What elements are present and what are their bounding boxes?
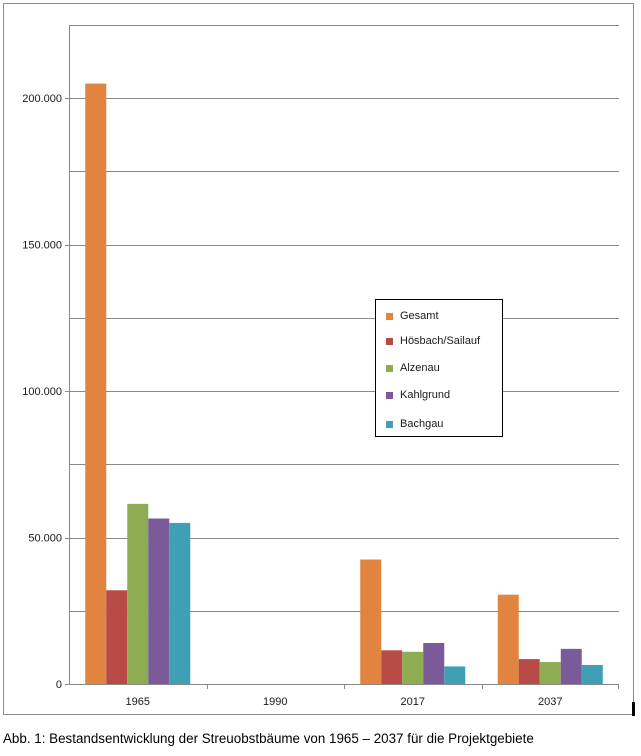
- legend-swatch: [386, 420, 393, 428]
- bar-h-sbach-sailauf-2037: [518, 659, 540, 684]
- bar-chart: 0 50.000 100.000 150.000 200.000 1965 1990 2017…: [22, 25, 619, 708]
- y-tick-label: 200.000: [22, 93, 62, 105]
- x-tick-label: 2017: [401, 696, 425, 708]
- bar-h-sbach-sailauf-1965: [106, 590, 128, 684]
- corner-mark: [632, 702, 635, 716]
- bar-h-sbach-sailauf-2017: [381, 650, 403, 684]
- bar-gesamt-2017: [360, 559, 382, 684]
- bar-kahlgrund-1965: [148, 518, 170, 684]
- legend-swatch: [386, 312, 393, 320]
- legend-item: Hösbach/Sailauf: [386, 333, 480, 349]
- legend-label: Gesamt: [400, 310, 439, 322]
- bar-alzenau-1965: [127, 503, 149, 684]
- y-tick-label: 150.000: [22, 240, 62, 252]
- legend-label: Hösbach/Sailauf: [400, 335, 481, 347]
- bar-bachgau-2017: [444, 666, 466, 684]
- legend-swatch: [386, 391, 393, 399]
- bar-alzenau-2017: [402, 651, 424, 684]
- legend-item: Bachgau: [386, 416, 443, 432]
- legend-swatch: [386, 364, 393, 372]
- legend-item: Gesamt: [386, 308, 439, 324]
- x-tick-label: 1990: [263, 696, 287, 708]
- legend-item: Kahlgrund: [386, 387, 450, 403]
- y-tick-label: 50.000: [28, 533, 62, 545]
- legend-item: Alzenau: [386, 360, 440, 376]
- legend-label: Bachgau: [400, 418, 444, 430]
- x-tick-label: 1965: [126, 696, 150, 708]
- bar-gesamt-1965: [85, 83, 107, 685]
- legend-label: Alzenau: [400, 362, 440, 374]
- x-tick-label: 2037: [538, 696, 562, 708]
- chart-legend: Gesamt Hösbach/Sailauf Alzenau Kahlgrund Bac…: [375, 299, 503, 437]
- bar-gesamt-2037: [497, 594, 519, 684]
- figure-caption: Abb. 1: Bestandsentwicklung der Streuobs…: [3, 731, 534, 746]
- legend-label: Kahlgrund: [400, 389, 451, 401]
- bar-kahlgrund-2037: [560, 648, 582, 684]
- legend-swatch: [386, 337, 393, 345]
- bar-bachgau-2037: [581, 664, 603, 684]
- y-tick-label: 0: [56, 679, 62, 691]
- bar-alzenau-2037: [539, 662, 561, 684]
- y-tick-label: 100.000: [22, 386, 62, 398]
- bar-bachgau-1965: [169, 522, 191, 684]
- bar-kahlgrund-2017: [423, 642, 445, 684]
